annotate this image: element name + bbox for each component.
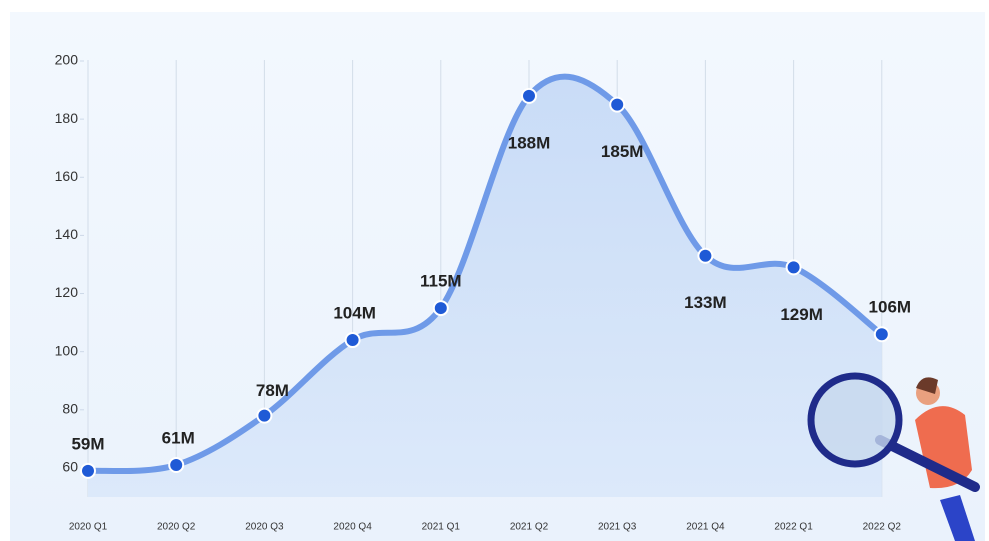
x-tick-label: 2020 Q2 <box>157 522 196 533</box>
y-tick-label: 160 <box>55 168 79 184</box>
point <box>432 300 449 317</box>
x-tick-label: 2021 Q3 <box>598 522 637 533</box>
x-tick-label: 2021 Q4 <box>686 522 725 533</box>
point <box>80 462 96 479</box>
plot: 59M 61M 78M 104M 115M 188M 185M 133M 129M 106M <box>71 73 912 497</box>
point <box>344 332 361 349</box>
value-label: 188M <box>508 133 551 152</box>
y-tick-label: 140 <box>55 226 79 242</box>
x-tick-label: 2021 Q1 <box>422 522 461 533</box>
point <box>609 96 626 113</box>
y-tick-label: 80 <box>62 401 78 417</box>
point <box>785 259 802 276</box>
point <box>697 247 714 264</box>
value-label: 61M <box>162 429 195 448</box>
point <box>873 326 890 343</box>
point <box>168 457 185 474</box>
value-label: 104M <box>333 304 376 323</box>
x-tick-label: 2020 Q1 <box>69 522 108 533</box>
y-tick-label: 120 <box>55 284 79 300</box>
value-label: 106M <box>869 298 912 317</box>
line <box>85 73 885 475</box>
x-tick-label: 2021 Q2 <box>510 522 549 533</box>
point <box>521 87 537 104</box>
y-tick-label: 100 <box>55 342 79 358</box>
area <box>88 76 882 497</box>
x-tick-label: 2020 Q3 <box>245 522 284 533</box>
value-label: 129M <box>780 305 823 324</box>
value-label: 78M <box>256 381 289 400</box>
value-label: 59M <box>71 434 104 453</box>
y-tick-label: 180 <box>55 110 79 126</box>
point <box>256 407 273 424</box>
value-label: 185M <box>601 142 644 161</box>
illustration <box>807 372 980 541</box>
x-tick-label: 2022 Q2 <box>863 522 902 533</box>
x-tick-label: 2022 Q1 <box>774 522 813 533</box>
x-tick-label: 2020 Q4 <box>333 522 372 533</box>
value-label: 133M <box>684 293 727 312</box>
value-label: 115M <box>420 272 462 291</box>
y-tick-label: 200 <box>55 52 79 68</box>
y-tick-label: 60 <box>62 459 78 475</box>
